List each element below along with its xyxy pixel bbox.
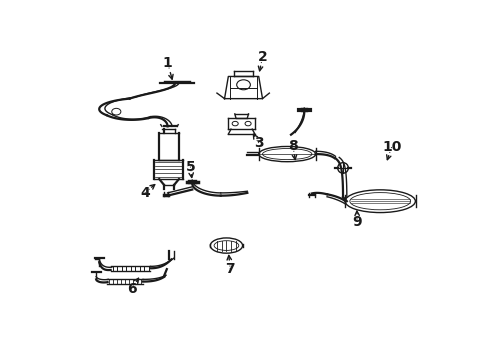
Text: 1: 1 <box>163 55 172 69</box>
Text: 5: 5 <box>186 159 195 174</box>
Text: 9: 9 <box>353 215 362 229</box>
Text: 10: 10 <box>382 140 401 154</box>
Text: 8: 8 <box>288 139 298 153</box>
Text: 4: 4 <box>140 186 149 200</box>
Text: 6: 6 <box>127 282 136 296</box>
Text: 3: 3 <box>254 136 264 150</box>
Text: 2: 2 <box>258 50 268 64</box>
Text: 7: 7 <box>225 262 235 276</box>
